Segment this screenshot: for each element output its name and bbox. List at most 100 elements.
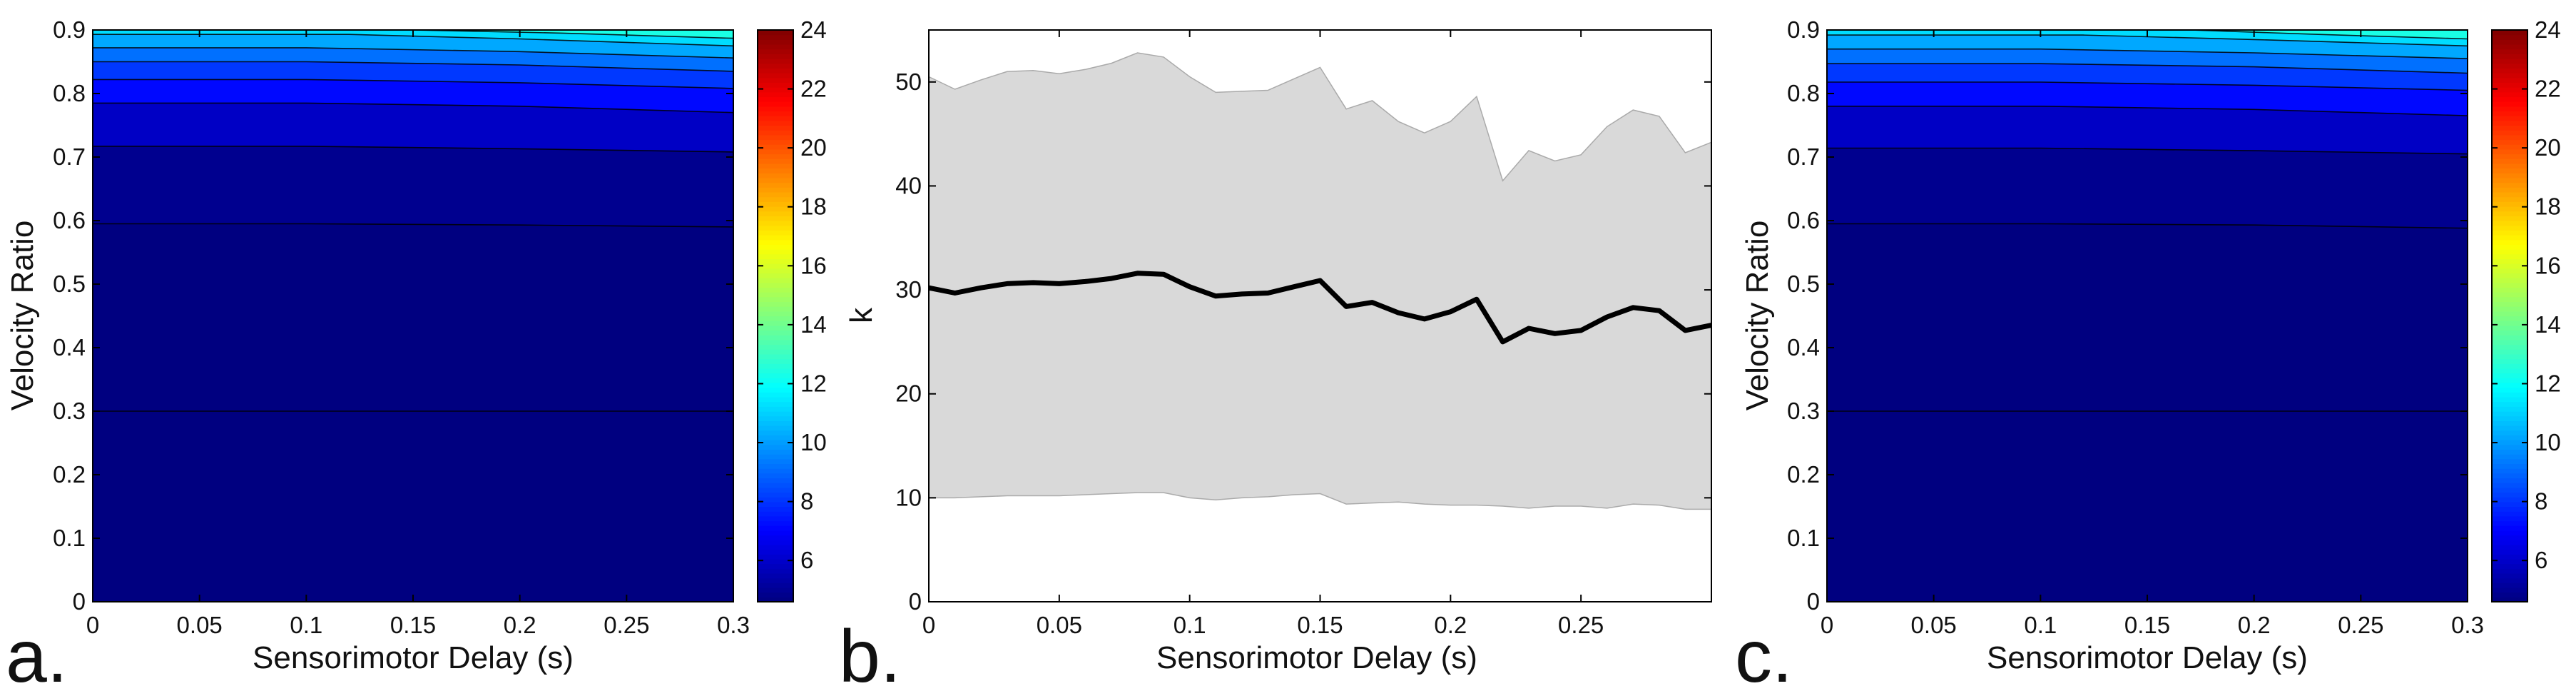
colorbar-tick-label: 18 [800, 193, 827, 220]
colorbar-segment [758, 87, 793, 93]
colorbar-segment [758, 296, 793, 303]
colorbar-segment [758, 473, 793, 479]
colorbar-segment [758, 558, 793, 565]
y-tick-label: 0.4 [53, 334, 86, 360]
colorbar-segment [2492, 573, 2527, 579]
colorbar-segment [758, 130, 793, 136]
y-tick-label: 0.9 [1787, 16, 1820, 43]
y-tick-label: 0.1 [1787, 525, 1820, 551]
colorbar-segment [2492, 96, 2527, 102]
colorbar-segment [2492, 249, 2527, 255]
colorbar-segment [2492, 463, 2527, 469]
colorbar-segment [2492, 554, 2527, 560]
colorbar-segment [2492, 483, 2527, 488]
colorbar-segment [2492, 597, 2527, 602]
colorbar-segment [758, 454, 793, 460]
x-tick-label: 0.2 [2238, 612, 2271, 638]
colorbar-segment [2492, 592, 2527, 597]
colorbar-segment [758, 273, 793, 278]
colorbar-segment [758, 401, 793, 407]
colorbar-segment [2492, 191, 2527, 198]
colorbar-segment [2492, 206, 2527, 212]
colorbar-tick-label: 24 [800, 16, 827, 43]
colorbar-segment [2492, 235, 2527, 241]
colorbar-segment [2492, 396, 2527, 403]
colorbar-segment [758, 54, 793, 59]
colorbar-segment [2492, 392, 2527, 398]
y-axis-label: k [844, 307, 879, 323]
panel-label: b. [839, 615, 901, 696]
colorbar-segment [2492, 458, 2527, 465]
x-tick-label: 0.25 [2338, 612, 2383, 638]
colorbar-segment [2492, 116, 2527, 121]
contour-line [93, 61, 733, 72]
colorbar-segment [2492, 139, 2527, 145]
colorbar-segment [2492, 387, 2527, 393]
colorbar-segment [758, 487, 793, 493]
colorbar-segment [758, 196, 793, 202]
x-tick-label: 0.1 [1174, 612, 1206, 638]
colorbar-tick-label: 14 [800, 311, 827, 338]
x-tick-label: 0.05 [1037, 612, 1082, 638]
colorbar-segment [758, 68, 793, 74]
colorbar-tick-label: 6 [800, 547, 813, 573]
colorbar-segment [2492, 187, 2527, 193]
colorbar-segment [758, 63, 793, 69]
colorbar-segment [758, 101, 793, 107]
colorbar-segment [2492, 511, 2527, 517]
colorbar-segment [758, 544, 793, 550]
colorbar-segment [758, 373, 793, 378]
x-tick-label: 0 [86, 612, 99, 638]
colorbar-segment [2492, 91, 2527, 98]
colorbar-segment [758, 396, 793, 403]
colorbar-segment [758, 282, 793, 288]
colorbar-segment [758, 344, 793, 350]
colorbar-tick-label: 20 [2535, 134, 2561, 161]
colorbar-segment [758, 177, 793, 183]
colorbar-segment [758, 125, 793, 131]
colorbar-segment [758, 206, 793, 212]
colorbar-segment [2492, 68, 2527, 74]
colorbar-segment [2492, 177, 2527, 183]
x-tick-label: 0 [1821, 612, 1833, 638]
contour-line [2189, 30, 2468, 40]
colorbar-segment [758, 478, 793, 483]
contour-line [93, 102, 733, 114]
colorbar-segment [2492, 353, 2527, 360]
colorbar-segment [2492, 321, 2527, 326]
colorbar-segment [758, 96, 793, 102]
colorbar-segment [758, 506, 793, 512]
colorbar-segment [2492, 301, 2527, 307]
colorbar-segment [2492, 497, 2527, 503]
colorbar-segment [2492, 454, 2527, 460]
colorbar-segment [758, 111, 793, 116]
colorbar-segment [758, 440, 793, 445]
colorbar-segment [2492, 311, 2527, 317]
colorbar-segment [758, 325, 793, 331]
colorbar-segment [758, 235, 793, 241]
y-tick-label: 0.1 [53, 525, 86, 551]
colorbar-segment [2492, 182, 2527, 188]
colorbar-segment [758, 34, 793, 40]
y-tick-label: 0.7 [1787, 143, 1820, 170]
colorbar-segment [758, 358, 793, 364]
colorbar-segment [2492, 358, 2527, 364]
colorbar-segment [2492, 382, 2527, 388]
contour-line [93, 47, 733, 59]
contour-line [93, 34, 733, 47]
y-tick-label: 0 [73, 588, 86, 615]
colorbar-tick-label: 16 [2535, 252, 2561, 278]
colorbar-segment [758, 501, 793, 508]
colorbar-segment [2492, 49, 2527, 54]
colorbar-segment [758, 468, 793, 474]
y-tick-label: 0.7 [53, 143, 86, 170]
colorbar-segment [2492, 144, 2527, 150]
colorbar-segment [758, 59, 793, 64]
colorbar-segment [2492, 587, 2527, 593]
colorbar-segment [758, 77, 793, 84]
contour-line [412, 30, 733, 39]
colorbar-segment [758, 244, 793, 250]
colorbar-segment [2492, 530, 2527, 536]
colorbar-segment [2492, 30, 2527, 36]
